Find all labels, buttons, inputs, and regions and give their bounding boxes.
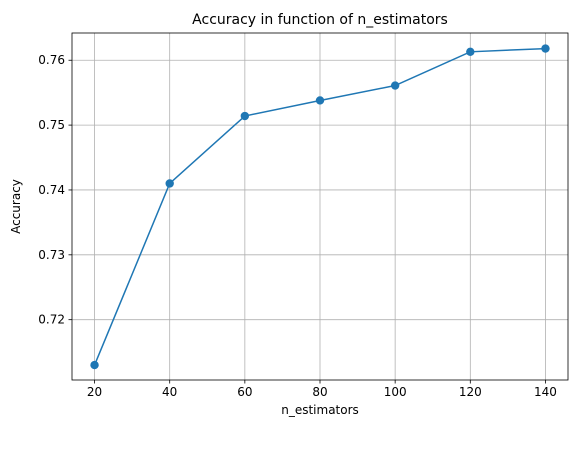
y-tick-label: 0.72 xyxy=(38,313,65,327)
x-tick-label: 20 xyxy=(87,385,102,399)
data-point xyxy=(390,81,400,90)
data-point xyxy=(165,179,174,188)
y-axis-ticks: 0.72 0.73 0.74 0.75 0.76 xyxy=(38,53,72,327)
y-tick-label: 0.74 xyxy=(38,183,65,197)
y-tick-label: 0.73 xyxy=(38,248,65,262)
y-tick-label: 0.75 xyxy=(38,118,65,132)
data-point xyxy=(240,111,250,121)
grid-lines xyxy=(72,33,568,380)
x-tick-label: 100 xyxy=(384,385,407,399)
y-tick-label: 0.76 xyxy=(38,53,65,67)
x-tick-label: 40 xyxy=(162,385,177,399)
x-tick-label: 60 xyxy=(237,385,252,399)
x-tick-label: 120 xyxy=(459,385,482,399)
x-axis-ticks: 20 40 60 80 100 120 140 xyxy=(87,380,557,399)
x-tick-label: 140 xyxy=(534,385,557,399)
data-point xyxy=(90,360,99,370)
series-line-group xyxy=(90,44,550,370)
data-point xyxy=(466,47,475,57)
chart-title: Accuracy in function of n_estimators xyxy=(192,12,448,28)
data-point xyxy=(541,44,550,53)
x-axis-label: n_estimators xyxy=(281,403,359,417)
x-tick-label: 80 xyxy=(312,385,327,399)
data-point xyxy=(315,96,325,105)
y-axis-label: Accuracy xyxy=(9,179,23,234)
